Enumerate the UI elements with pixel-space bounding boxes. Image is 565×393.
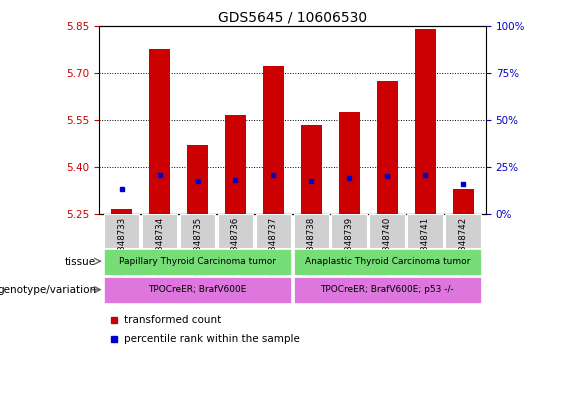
Text: GSM1348738: GSM1348738: [307, 217, 316, 275]
Bar: [104, 249, 291, 275]
Text: GSM1348741: GSM1348741: [421, 217, 430, 275]
Bar: [301, 125, 322, 214]
Text: GSM1348739: GSM1348739: [345, 217, 354, 275]
Bar: [339, 112, 360, 214]
Bar: [377, 81, 398, 214]
Bar: [294, 277, 481, 303]
Bar: [263, 66, 284, 214]
Text: percentile rank within the sample: percentile rank within the sample: [124, 334, 300, 344]
Text: transformed count: transformed count: [124, 316, 221, 325]
Bar: [415, 29, 436, 214]
Title: GDS5645 / 10606530: GDS5645 / 10606530: [218, 10, 367, 24]
Text: genotype/variation: genotype/variation: [0, 285, 96, 295]
Bar: [370, 214, 405, 248]
Text: Anaplastic Thyroid Carcinoma tumor: Anaplastic Thyroid Carcinoma tumor: [305, 257, 470, 266]
Bar: [294, 214, 329, 248]
Bar: [142, 214, 177, 248]
Bar: [180, 214, 215, 248]
Bar: [111, 209, 132, 214]
Bar: [187, 145, 208, 214]
Text: GSM1348736: GSM1348736: [231, 217, 240, 275]
Text: GSM1348734: GSM1348734: [155, 217, 164, 275]
Text: TPOCreER; BrafV600E; p53 -/-: TPOCreER; BrafV600E; p53 -/-: [320, 285, 454, 294]
Bar: [294, 249, 481, 275]
Text: GSM1348735: GSM1348735: [193, 217, 202, 275]
Text: GSM1348733: GSM1348733: [117, 217, 126, 275]
Bar: [445, 214, 481, 248]
Bar: [255, 214, 291, 248]
Bar: [104, 214, 140, 248]
Bar: [149, 49, 170, 214]
Text: GSM1348742: GSM1348742: [459, 217, 468, 275]
Bar: [332, 214, 367, 248]
Text: tissue: tissue: [65, 257, 96, 267]
Bar: [218, 214, 253, 248]
Text: Papillary Thyroid Carcinoma tumor: Papillary Thyroid Carcinoma tumor: [119, 257, 276, 266]
Text: GSM1348740: GSM1348740: [383, 217, 392, 275]
Bar: [453, 189, 473, 214]
Bar: [225, 115, 246, 214]
Text: GSM1348737: GSM1348737: [269, 217, 278, 275]
Bar: [104, 277, 291, 303]
Bar: [407, 214, 443, 248]
Text: TPOCreER; BrafV600E: TPOCreER; BrafV600E: [149, 285, 247, 294]
